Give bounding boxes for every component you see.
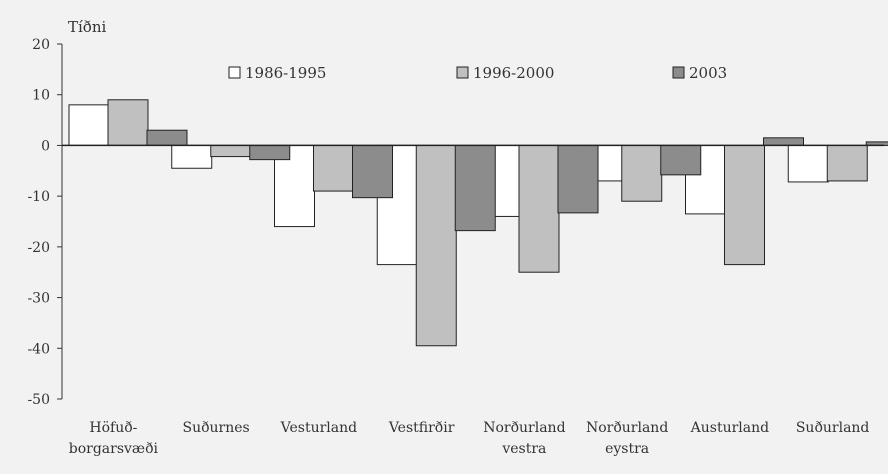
bar [146, 129, 188, 146]
y-tick-label: -50 [27, 392, 50, 408]
bar [210, 144, 252, 158]
legend-label: 2003 [689, 64, 727, 82]
y-tick-label: -40 [27, 341, 50, 357]
y-tick-label: 10 [32, 88, 50, 104]
bar [415, 144, 457, 347]
y-tick-label: 0 [41, 138, 50, 154]
x-tick-label: Norðurland [483, 420, 565, 436]
legend-label: 1996-2000 [473, 64, 554, 82]
bar [171, 144, 213, 169]
legend: 1986-1995 1996-2000 2003 [228, 64, 727, 82]
bar [865, 141, 888, 146]
bar [763, 137, 804, 146]
y-tick-label: -20 [27, 240, 50, 256]
bar [787, 144, 829, 183]
bar [313, 144, 354, 192]
y-tick-label: -10 [27, 189, 50, 205]
legend-label: 1986-1995 [245, 64, 326, 82]
bar [557, 144, 599, 214]
y-axis-title: Tíðni [68, 18, 106, 36]
x-tick-label: Vesturland [280, 420, 357, 436]
bar [352, 144, 393, 199]
x-tick-label: Suðurnes [183, 420, 250, 436]
y-tick-label: -30 [27, 291, 50, 307]
x-tick-label: vestra [501, 441, 546, 457]
y-tick-label: 20 [32, 37, 50, 53]
x-tick-label: Höfuð- [89, 420, 137, 436]
bar [454, 144, 496, 232]
y-axis: 20 10 0 -10 -20 -30 -40 -50 [27, 37, 63, 408]
x-axis-labels: Höfuð-borgarsvæði Suðurnes Vesturland Vestf… [69, 420, 870, 457]
bar [518, 144, 560, 273]
x-tick-label: eystra [605, 441, 649, 457]
x-tick-label: Vestfirðir [388, 420, 455, 436]
x-tick-label: Austurland [690, 420, 769, 436]
bar [621, 144, 663, 202]
x-tick-label: Norðurland [586, 420, 668, 436]
bar [660, 144, 702, 176]
bar [826, 144, 868, 182]
legend-swatch [228, 66, 241, 79]
bar [724, 144, 765, 266]
legend-swatch [456, 66, 469, 79]
bars [68, 99, 888, 347]
legend-swatch [672, 66, 685, 79]
x-tick-label: borgarsvæði [69, 441, 159, 457]
x-tick-label: Suðurland [796, 420, 870, 436]
bar [107, 99, 149, 146]
bar [249, 144, 291, 161]
bar [68, 104, 110, 146]
